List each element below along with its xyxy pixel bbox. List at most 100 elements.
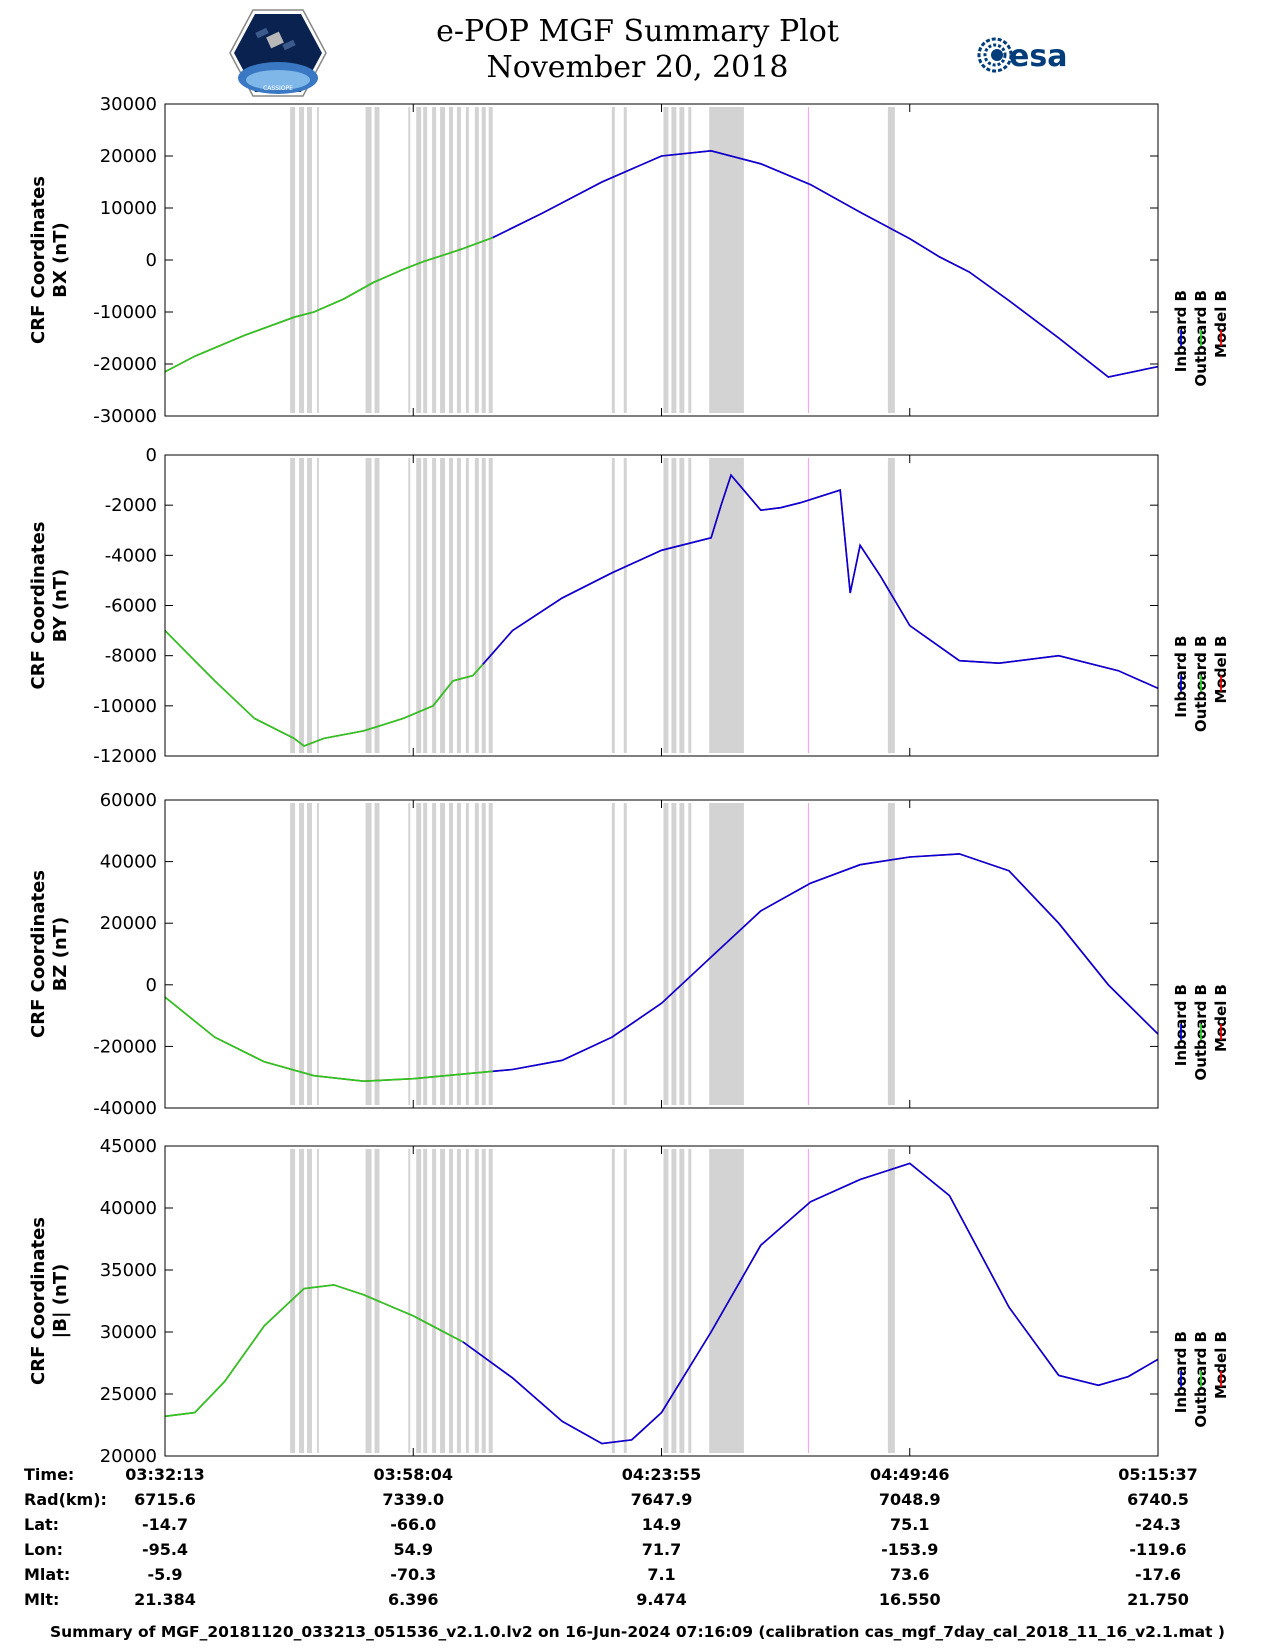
legend-label-model: Model B [1212, 1331, 1230, 1399]
y-tick-label: 25000 [100, 1384, 157, 1405]
data-gap-band [365, 458, 372, 753]
data-gap-band [423, 1149, 428, 1453]
ephemeris-row-label: Time: [24, 1465, 75, 1484]
data-gap-band [671, 107, 677, 413]
data-gap-band [679, 107, 685, 413]
data-gap-band [623, 1149, 627, 1453]
data-gap-band [671, 803, 677, 1105]
data-gap-band [679, 1149, 685, 1453]
legend-label-model: Model B [1212, 636, 1230, 704]
ephemeris-row-label: Rad(km): [24, 1490, 107, 1509]
data-gap-band [365, 107, 372, 413]
ephemeris-cell: 21.384 [134, 1590, 196, 1609]
title-line-1: e-POP MGF Summary Plot [436, 14, 839, 49]
data-gap-band [481, 458, 486, 753]
data-gap-band [448, 458, 453, 753]
ephemeris-cell: 03:32:13 [125, 1465, 205, 1484]
data-gap-band [465, 803, 469, 1105]
y-tick-label: -40000 [93, 1098, 157, 1119]
ephemeris-row-label: Mlt: [24, 1590, 60, 1609]
data-gap-band [316, 803, 319, 1105]
data-gap-band [663, 107, 669, 413]
chart-panel-1: 30000 20000 10000 0 -10000 -20000 -30000 CRF Co… [28, 94, 1230, 427]
data-gap-band [416, 1149, 422, 1453]
data-gap-band [474, 1149, 479, 1453]
ephemeris-cell: -153.9 [881, 1540, 939, 1559]
ephemeris-cell: -119.6 [1129, 1540, 1187, 1559]
inboard-b-line [492, 149, 1159, 378]
legend: Inboard B Outboard B Model B [1172, 636, 1230, 733]
ephemeris-row: Rad(km): 6715.6 7339.0 7647.9 7048.9 6740.5 [0, 1490, 1275, 1514]
y-tick-label: -20000 [93, 1036, 157, 1057]
ephemeris-cell: 16.550 [878, 1590, 941, 1609]
mission-logo-text: CASSIOPE [263, 85, 293, 92]
inboard-b-line [492, 853, 1159, 1073]
data-gap-band [688, 107, 692, 413]
y-axis-label-line: BX (nT) [50, 222, 71, 297]
y-tick-label: -10000 [93, 302, 157, 323]
data-gap-band [440, 803, 446, 1105]
y-axis-label-line: CRF Coordinates [28, 1217, 49, 1385]
outboard-b-line [164, 1284, 464, 1418]
data-gap-band [365, 1149, 372, 1453]
data-gap-band [481, 107, 486, 413]
data-gap-band [374, 803, 380, 1105]
ephemeris-row-label: Mlat: [24, 1565, 71, 1584]
data-gap-band [663, 1149, 669, 1453]
y-axis-label: CRF CoordinatesBZ (nT) [28, 870, 71, 1038]
ephemeris-cell: -95.4 [141, 1540, 189, 1559]
data-gap-band [316, 458, 319, 753]
data-gap-band [432, 803, 437, 1105]
inboard-b-line [462, 1162, 1159, 1445]
ephemeris-cell: 03:58:04 [373, 1465, 454, 1484]
y-tick-label: 45000 [100, 1136, 157, 1157]
ephemeris-row-label: Lat: [24, 1515, 60, 1534]
ephemeris-cell: 73.6 [890, 1565, 930, 1584]
data-gap-band [887, 1149, 895, 1453]
data-gap-band [709, 1149, 744, 1453]
data-gap-band [688, 803, 692, 1105]
data-gap-band [663, 458, 669, 753]
data-gap-band [887, 458, 895, 753]
data-gap-band [290, 107, 296, 413]
data-gap-band [456, 107, 461, 413]
data-gap-band [448, 1149, 453, 1453]
ephemeris-cell: 05:15:37 [1118, 1465, 1198, 1484]
data-gap-band [423, 458, 428, 753]
ephemeris-cell: -24.3 [1134, 1515, 1182, 1534]
data-gap-band [374, 107, 380, 413]
data-gap-band [465, 458, 469, 753]
data-gap-band [408, 1149, 411, 1453]
data-gap-band [299, 107, 305, 413]
data-gap-band [408, 458, 411, 753]
chart-panel-4: 45000 40000 35000 30000 25000 20000 CRF Coordi… [28, 1136, 1230, 1467]
y-axis-label-line: BY (nT) [50, 569, 71, 643]
y-tick-label: 30000 [100, 1322, 157, 1343]
ephemeris-row: Mlt: 21.384 6.396 9.474 16.550 21.750 [0, 1590, 1275, 1614]
data-gap-band [440, 1149, 446, 1453]
y-tick-label: 0 [146, 250, 157, 271]
data-gap-band [299, 803, 305, 1105]
data-gap-band [671, 458, 677, 753]
legend: Inboard B Outboard B Model B [1172, 1331, 1230, 1428]
ephemeris-cell: 04:23:55 [621, 1465, 702, 1484]
agency-logo-text: esa [1009, 39, 1067, 74]
model-b-line [164, 149, 1159, 378]
data-gap-band [456, 803, 461, 1105]
y-tick-label: -30000 [93, 406, 157, 427]
ephemeris-cell: 7339.0 [382, 1490, 445, 1509]
outboard-b-line [164, 630, 484, 747]
data-gap-band [465, 107, 469, 413]
data-gap-band [290, 458, 296, 753]
data-gap-band [488, 458, 493, 753]
data-gap-band [316, 1149, 319, 1453]
ephemeris-table: Time: 03:32:13 03:58:04 04:23:55 04:49:46 05:… [0, 1465, 1275, 1625]
y-tick-label: 20000 [100, 1446, 157, 1467]
ephemeris-cell: 21.750 [1127, 1590, 1189, 1609]
y-tick-label: -4000 [105, 545, 157, 566]
y-tick-label: 20000 [100, 913, 157, 934]
y-axis-label-line: CRF Coordinates [28, 522, 49, 690]
plot-frame [164, 799, 1159, 1109]
ephemeris-cell: 75.1 [890, 1515, 930, 1534]
data-gap-band [481, 803, 486, 1105]
